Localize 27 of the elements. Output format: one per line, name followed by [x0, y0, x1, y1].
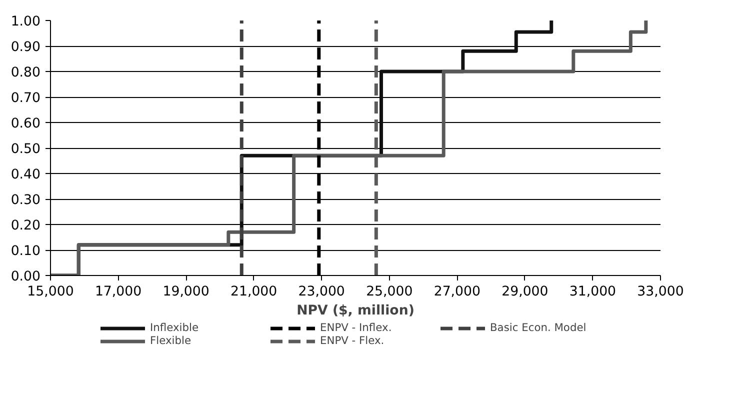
legend-label: ENPV - Inflex. — [320, 321, 393, 334]
legend-label: ENPV - Flex. — [320, 334, 386, 347]
legend-label: Basic Econ. Model — [490, 321, 588, 334]
y-tick-label: 0.80 — [10, 66, 41, 80]
x-axis-title: NPV ($, million) — [296, 304, 414, 318]
x-tick-label: 25,000 — [366, 284, 413, 300]
legend-label: Inflexible — [150, 321, 200, 334]
x-tick-label: 21,000 — [230, 284, 278, 300]
x-tick-label: 23,000 — [298, 284, 345, 300]
y-tick-label: 0.40 — [10, 168, 41, 182]
y-tick-label: 0.60 — [10, 116, 41, 132]
y-tick-label: 0.50 — [10, 142, 41, 157]
y-tick-label: 0.00 — [10, 270, 41, 284]
x-tick-label: 15,000 — [27, 284, 74, 300]
legend-label: Flexible — [150, 334, 192, 347]
x-tick-label: 19,000 — [162, 284, 210, 300]
y-tick-label: 0.90 — [10, 40, 41, 55]
y-tick-label: 0.10 — [10, 244, 41, 259]
x-tick-label: 27,000 — [434, 284, 480, 300]
x-tick-label: 33,000 — [637, 284, 684, 300]
x-tick-label: 31,000 — [569, 284, 616, 300]
x-tick-label: 17,000 — [94, 284, 142, 300]
x-tick-label: 29,000 — [502, 284, 548, 300]
y-tick-label: 1.00 — [10, 14, 41, 30]
y-tick-label: 0.30 — [10, 193, 41, 208]
y-tick-label: 0.70 — [10, 91, 41, 106]
y-tick-label: 0.20 — [10, 218, 41, 234]
